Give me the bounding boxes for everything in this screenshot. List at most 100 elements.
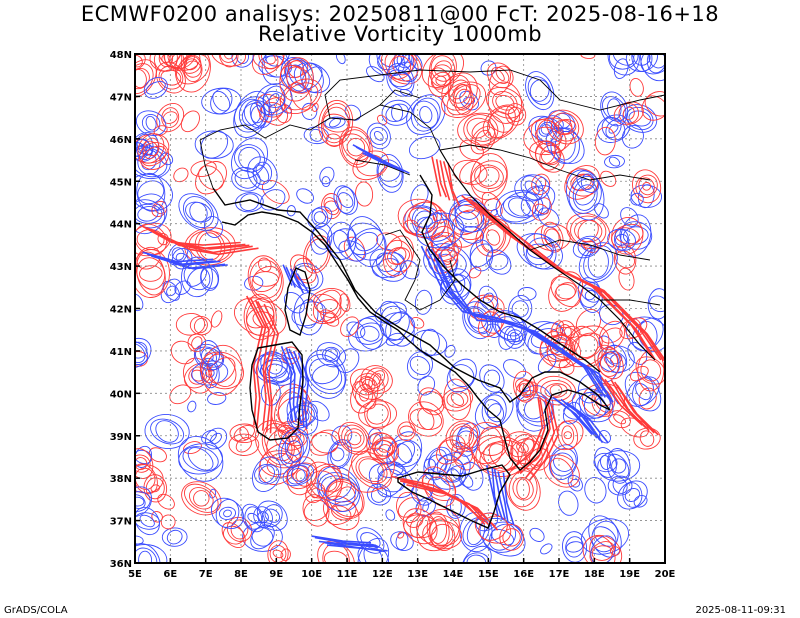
positive-contour [180,110,200,133]
lon-tick-label: 20E [655,569,676,580]
positive-contour [470,126,496,155]
negative-contour [584,476,607,504]
positive-band [447,162,460,206]
negative-contour [144,414,190,449]
negative-contour [194,130,234,159]
negative-contour [632,377,654,406]
positive-contour [193,490,210,507]
negative-contour [318,472,359,506]
positive-contour [355,181,374,207]
positive-contour [149,54,183,72]
positive-band [141,225,241,246]
positive-contour [313,293,342,319]
positive-contour [359,375,376,393]
negative-contour [607,54,640,76]
negative-contour [488,523,517,551]
positive-contour [228,433,260,456]
negative-contour [602,96,627,122]
negative-contour [414,289,433,315]
negative-contour [621,125,644,149]
positive-band [510,397,544,471]
chart-subtitle: Relative Vorticity 1000mb [257,22,543,46]
negative-contour [500,191,539,223]
negative-contour [590,535,617,563]
sardinia-coastline [249,341,304,441]
negative-contour [525,71,555,111]
positive-contour [312,289,342,323]
positive-contour [474,129,492,151]
negative-contour [135,292,144,312]
negative-contour [377,54,405,71]
positive-band [263,303,280,434]
negative-contour [574,184,596,206]
positive-contour [251,54,285,75]
positive-contour [402,508,438,545]
positive-contour [320,309,340,327]
positive-contour [267,540,289,563]
lat-tick-label: 40N [110,389,132,400]
negative-contour [626,316,665,353]
negative-contour [293,62,331,94]
positive-contour [303,499,329,521]
coastline [199,69,665,529]
negative-contour [136,172,166,212]
positive-contour [611,217,644,255]
negative-contour [410,97,441,132]
negative-contour [426,212,455,249]
negative-contour [199,357,220,389]
positive-contour [249,259,282,299]
lon-tick-label: 11E [337,569,358,580]
negative-contour [624,371,662,412]
lon-tick-label: 17E [549,569,570,580]
positive-contour [259,97,286,123]
negative-contour [316,342,347,368]
negative-contour [568,176,602,214]
negative-contour [307,400,330,422]
positive-contour [169,384,192,405]
positive-band [610,379,650,432]
positive-contour [338,421,371,455]
positive-contour [422,466,456,507]
positive-contour [193,317,208,334]
positive-contour [534,140,556,165]
negative-contour [608,453,630,479]
negative-contour [278,428,311,468]
positive-contour [201,344,243,396]
negative-contour [324,116,346,129]
negative-contour [494,312,525,341]
negative-contour [239,193,260,212]
negative-contour [503,359,527,379]
positive-contour [321,193,342,220]
negative-contour [305,354,346,395]
negative-contour [166,529,183,545]
negative-contour [135,506,160,536]
negative-band [285,347,297,422]
positive-contour [354,373,381,396]
negative-contour [329,117,341,128]
negative-contour [252,456,282,492]
positive-contour [425,235,462,262]
negative-contour [565,541,584,553]
negative-contour [607,228,636,251]
positive-contour [476,434,506,456]
negative-contour [486,249,512,275]
negative-contour [178,193,219,231]
negative-contour [486,403,502,419]
positive-contour [633,427,661,450]
positive-contour [341,424,368,453]
negative-contour [626,106,654,131]
positive-contour [594,344,624,380]
negative-band [566,402,609,444]
positive-contour [552,420,584,451]
negative-contour [620,214,652,257]
positive-contour [499,524,524,551]
positive-contour [366,403,389,425]
negative-contour [423,446,453,481]
negative-contour [286,440,302,456]
negative-contour [135,138,151,161]
negative-contour [468,311,487,329]
positive-contour [563,325,581,338]
borders [199,69,665,311]
lat-tick-label: 48N [110,50,132,61]
negative-contour [408,136,441,160]
